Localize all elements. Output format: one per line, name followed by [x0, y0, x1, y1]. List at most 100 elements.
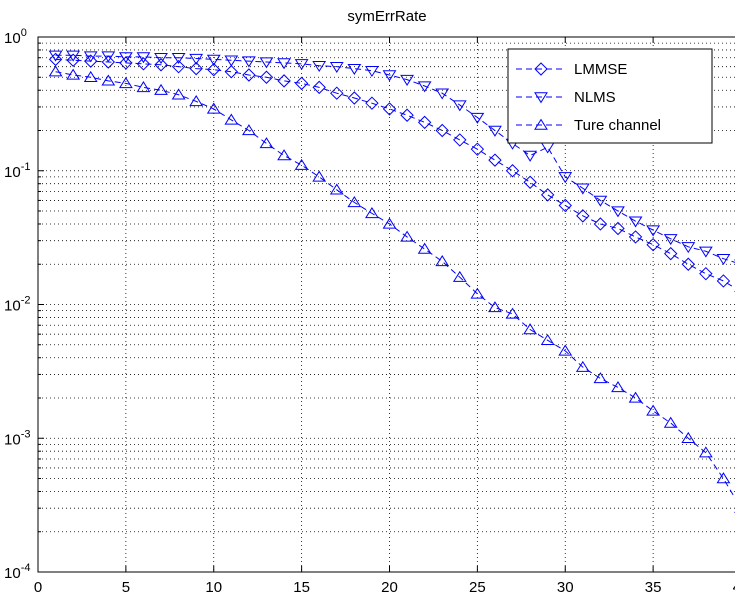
legend: LMMSE NLMS Ture channel: [507, 48, 713, 144]
data-point: [294, 158, 309, 170]
data-point: [259, 57, 274, 69]
data-point: [452, 100, 467, 112]
data-point: [611, 221, 625, 236]
data-point: [329, 183, 344, 195]
series-1: [48, 52, 735, 293]
data-point: [523, 175, 537, 189]
data-point: [716, 274, 731, 288]
data-point: [224, 65, 239, 79]
data-point: [611, 381, 625, 393]
data-point: [48, 50, 63, 62]
data-point: [470, 142, 485, 156]
legend-marker: [534, 118, 548, 130]
data-point: [576, 209, 590, 223]
data-point: [400, 230, 414, 242]
data-point: [347, 196, 362, 208]
data-point: [716, 472, 731, 484]
data-point: [329, 61, 344, 74]
data-point: [488, 301, 502, 313]
data-point: [417, 115, 432, 130]
data-point: [119, 56, 133, 70]
legend-marker: [534, 92, 548, 104]
legend-marker: [534, 62, 548, 76]
data-point: [646, 404, 661, 416]
data-point: [277, 74, 291, 88]
data-point: [452, 270, 467, 282]
data-point: [66, 50, 81, 62]
data-point: [171, 53, 186, 65]
data-point: [66, 53, 80, 67]
data-point: [699, 266, 713, 281]
data-point: [488, 125, 502, 137]
data-point: [136, 52, 151, 64]
data-point: [417, 81, 432, 93]
data-point: [470, 112, 485, 124]
data-point: [716, 254, 731, 266]
data-point: [66, 68, 81, 80]
data-point: [558, 172, 573, 184]
x-tick-label: 5: [122, 579, 130, 596]
y-tick-label: 10-3: [4, 428, 30, 448]
data-point: [365, 207, 379, 219]
series-line: [55, 71, 735, 500]
data-point: [488, 153, 502, 167]
y-tick-label: 10-1: [4, 161, 30, 181]
data-point: [540, 188, 555, 202]
data-point: [136, 57, 151, 71]
data-point: [435, 88, 450, 100]
y-tick-label: 10-4: [4, 562, 30, 582]
legend-label: NLMS: [574, 89, 616, 106]
data-point: [224, 55, 239, 67]
x-tick-label: 25: [469, 579, 486, 596]
data-point: [83, 51, 98, 63]
x-tick-label: 15: [293, 579, 310, 596]
data-point: [663, 416, 678, 428]
series-line: [55, 58, 735, 289]
data-point: [593, 195, 608, 207]
data-point: [382, 217, 397, 229]
data-point: [171, 59, 186, 74]
data-point: [593, 372, 608, 384]
data-point: [365, 96, 379, 110]
data-point: [154, 58, 168, 72]
data-point: [628, 230, 643, 244]
data-point: [593, 217, 608, 231]
data-point: [83, 70, 98, 82]
data-point: [171, 88, 186, 100]
data-point: [453, 133, 467, 147]
data-point: [523, 323, 538, 335]
data-point: [663, 246, 678, 261]
data-point: [294, 76, 309, 91]
data-point: [628, 216, 643, 228]
data-point: [189, 53, 204, 65]
axes: 0 5 10 15 20 25 30 35 40 100 10-1 10-2 10-3 10-4: [4, 27, 735, 596]
x-tick-label: 40: [733, 579, 735, 596]
chart-title: symErrRate: [347, 8, 426, 25]
data-point: [611, 206, 625, 218]
data-point: [259, 137, 274, 149]
data-point: [400, 108, 414, 122]
data-point: [681, 242, 696, 254]
data-point: [84, 54, 98, 68]
data-point: [101, 55, 116, 69]
data-point: [118, 52, 133, 64]
data-point: [575, 360, 590, 372]
data-point: [365, 65, 379, 78]
data-point: [206, 54, 221, 66]
data-point: [224, 113, 239, 125]
data-point: [154, 83, 168, 95]
data-point: [241, 124, 256, 136]
x-tick-label: 0: [34, 579, 42, 596]
data-point: [505, 307, 520, 319]
data-point: [470, 287, 485, 299]
data-point: [505, 164, 520, 178]
data-point: [646, 237, 660, 252]
data-point: [681, 257, 695, 271]
data-point: [154, 53, 168, 65]
series-3: [48, 65, 735, 513]
y-tick-label: 10-2: [4, 295, 30, 315]
data-point: [558, 344, 573, 356]
legend-label: Ture channel: [574, 117, 661, 134]
data-point: [347, 63, 362, 75]
